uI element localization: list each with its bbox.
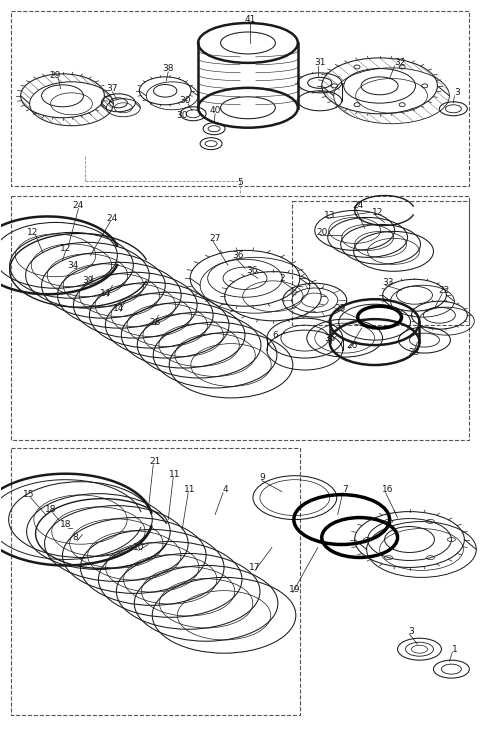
Text: 12: 12 (27, 228, 38, 237)
Text: 32: 32 (394, 58, 405, 67)
Text: 13: 13 (324, 211, 336, 220)
Text: 8: 8 (72, 533, 78, 542)
Text: 12: 12 (60, 244, 71, 253)
Text: 36: 36 (246, 266, 258, 275)
Text: 24: 24 (107, 214, 118, 223)
Text: 41: 41 (244, 14, 256, 24)
Text: 37: 37 (107, 84, 118, 93)
Text: 6: 6 (272, 330, 278, 339)
Text: 34: 34 (67, 261, 78, 270)
Text: 23: 23 (409, 348, 420, 357)
Text: 36: 36 (232, 251, 244, 260)
Text: 19: 19 (289, 585, 300, 594)
Text: 10: 10 (132, 543, 144, 552)
Text: 25: 25 (334, 304, 346, 313)
Text: 2: 2 (279, 274, 285, 283)
Text: 16: 16 (382, 485, 393, 494)
Text: 14: 14 (113, 304, 124, 313)
Text: 17: 17 (249, 563, 261, 572)
Text: 7: 7 (342, 485, 348, 494)
Text: 30: 30 (180, 96, 191, 105)
Text: 9: 9 (259, 473, 265, 482)
Text: 35: 35 (324, 333, 336, 342)
Text: 20: 20 (316, 228, 327, 237)
Text: 38: 38 (162, 64, 174, 73)
Text: 24: 24 (352, 201, 363, 210)
Text: 4: 4 (222, 485, 228, 494)
Text: 11: 11 (184, 485, 196, 494)
Text: 33: 33 (382, 278, 393, 286)
Text: 21: 21 (150, 457, 161, 466)
Text: 14: 14 (100, 289, 111, 298)
Text: 26: 26 (346, 341, 358, 350)
Text: 40: 40 (209, 106, 221, 116)
Text: 18: 18 (60, 520, 71, 529)
Text: 3: 3 (455, 88, 460, 97)
Text: 22: 22 (439, 286, 450, 295)
Text: 30: 30 (177, 111, 188, 120)
Text: 11: 11 (169, 470, 181, 479)
Text: 5: 5 (237, 178, 243, 187)
Text: 29: 29 (50, 72, 61, 81)
Text: 1: 1 (452, 645, 457, 653)
Text: 18: 18 (45, 505, 56, 514)
Text: 24: 24 (73, 201, 84, 210)
Text: 3: 3 (408, 627, 414, 636)
Text: 28: 28 (150, 318, 161, 327)
Text: 12: 12 (372, 208, 384, 217)
Text: 39: 39 (83, 276, 94, 285)
Text: 15: 15 (23, 490, 35, 499)
Text: 27: 27 (209, 234, 221, 243)
Text: 31: 31 (314, 58, 325, 67)
